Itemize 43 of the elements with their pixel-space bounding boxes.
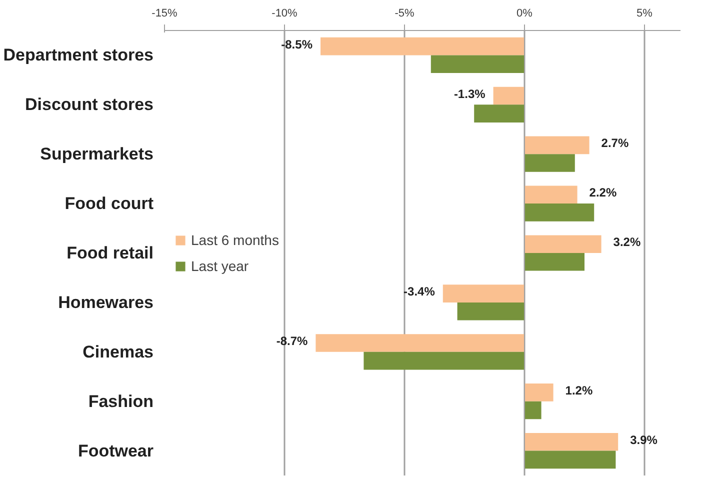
bar [524,432,618,451]
bar [493,86,524,105]
y-tick-label: Footwear [78,441,154,460]
y-tick-label: Fashion [88,392,154,411]
bar [524,450,616,469]
bar [442,284,524,302]
bar [524,154,575,172]
bar [316,334,524,352]
data-label: 2.7% [601,136,629,150]
y-tick-label: Homewares [58,292,154,312]
y-tick-label: Food retail [66,244,154,262]
y-tick-label: Cinemas [82,342,154,362]
x-tick-label: -5% [394,8,414,20]
data-label: 1.2% [565,383,593,398]
x-tick-label: -15% [152,8,178,20]
bar [457,302,524,320]
legend-label: Last 6 months [191,232,279,248]
bar [474,104,524,122]
data-label: 3.2% [613,235,641,250]
bar [430,55,524,74]
x-tick-label: 5% [636,8,653,20]
bar [524,235,602,253]
y-tick-label: Food court [64,194,154,214]
data-label: 3.9% [630,432,658,447]
bar [524,204,594,222]
x-tick-label: 0% [516,8,533,20]
x-tick-label: -10% [272,8,298,20]
data-label: -8.7% [276,334,308,348]
data-label: -3.4% [404,284,436,299]
bar [524,136,590,154]
legend-label: Last year [191,258,249,274]
y-tick-label: Department stores [3,46,154,65]
bar [320,37,524,56]
y-tick-label: Supermarkets [40,144,154,164]
bar [364,352,524,370]
y-tick-label: Discount stores [25,95,154,114]
bar [524,384,554,402]
data-label: 2.2% [589,186,617,200]
bar [524,253,584,271]
bar [524,401,542,420]
data-label: -1.3% [454,86,486,101]
bar [524,186,578,204]
data-label: -8.5% [281,37,313,52]
